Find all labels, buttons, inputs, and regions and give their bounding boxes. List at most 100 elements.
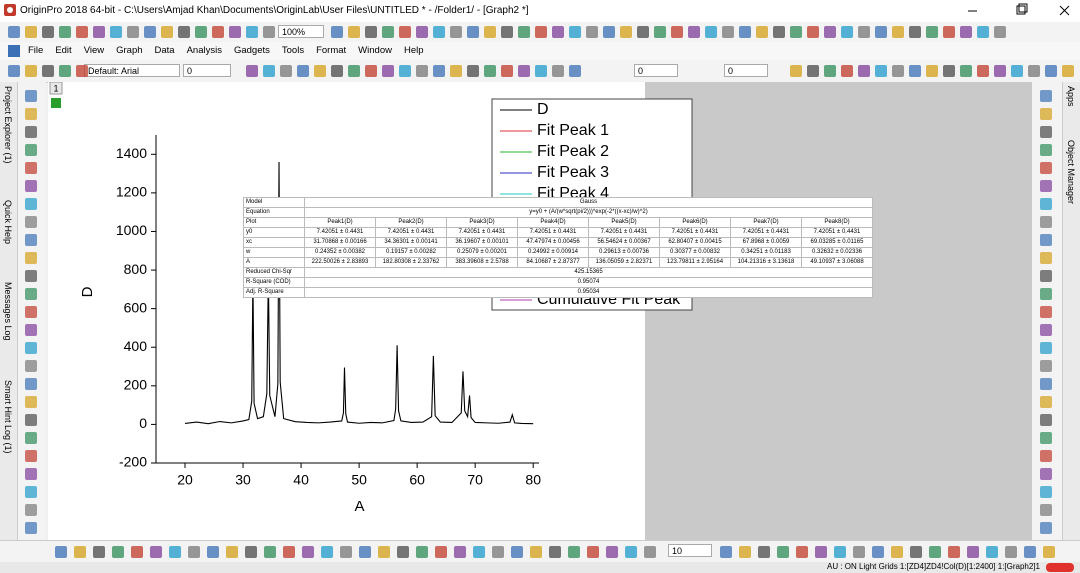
toolbar-button[interactable] (858, 65, 870, 77)
toolbar-button[interactable] (796, 546, 808, 558)
tool-button[interactable] (1040, 270, 1052, 282)
tool-button[interactable] (25, 234, 37, 246)
toolbar-button[interactable] (378, 546, 390, 558)
tool-button[interactable] (25, 288, 37, 300)
toolbar-button[interactable] (150, 546, 162, 558)
toolbar-button[interactable] (739, 26, 751, 38)
tool-button[interactable] (1040, 396, 1052, 408)
menu-item[interactable]: Gadgets (233, 45, 270, 56)
toolbar-button[interactable] (518, 65, 530, 77)
toolbar-button[interactable] (535, 26, 547, 38)
toolbar-button[interactable] (110, 26, 122, 38)
fill-size-combo[interactable]: 0 (724, 64, 768, 77)
toolbar-button[interactable] (552, 65, 564, 77)
toolbar-button[interactable] (943, 65, 955, 77)
toolbar-button[interactable] (25, 65, 37, 77)
toolbar-button[interactable] (399, 65, 411, 77)
tool-button[interactable] (25, 378, 37, 390)
toolbar-button[interactable] (960, 26, 972, 38)
tool-button[interactable] (1040, 468, 1052, 480)
side-tab[interactable]: Messages Log (3, 282, 13, 341)
toolbar-button[interactable] (909, 65, 921, 77)
toolbar-button[interactable] (365, 65, 377, 77)
tool-button[interactable] (1040, 252, 1052, 264)
toolbar-button[interactable] (671, 26, 683, 38)
tool-button[interactable] (1040, 450, 1052, 462)
toolbar-button[interactable] (549, 546, 561, 558)
toolbar-button[interactable] (131, 546, 143, 558)
tool-button[interactable] (25, 126, 37, 138)
layer-icon[interactable] (49, 82, 63, 95)
tool-button[interactable] (1040, 504, 1052, 516)
menu-item[interactable]: Help (403, 45, 424, 56)
toolbar-button[interactable] (892, 26, 904, 38)
toolbar-button[interactable] (1011, 65, 1023, 77)
toolbar-button[interactable] (397, 546, 409, 558)
toolbar-button[interactable] (910, 546, 922, 558)
toolbar-button[interactable] (331, 65, 343, 77)
toolbar-button[interactable] (777, 546, 789, 558)
side-tab[interactable]: Object Manager (1066, 140, 1076, 205)
tool-button[interactable] (1040, 198, 1052, 210)
toolbar-button[interactable] (841, 26, 853, 38)
toolbar-button[interactable] (246, 26, 258, 38)
toolbar-button[interactable] (587, 546, 599, 558)
toolbar-button[interactable] (492, 546, 504, 558)
toolbar-button[interactable] (606, 546, 618, 558)
tool-button[interactable] (1040, 90, 1052, 102)
toolbar-button[interactable] (926, 65, 938, 77)
toolbar-button[interactable] (382, 65, 394, 77)
toolbar-button[interactable] (815, 546, 827, 558)
toolbar-button[interactable] (568, 546, 580, 558)
toolbar-button[interactable] (569, 65, 581, 77)
toolbar-button[interactable] (484, 65, 496, 77)
toolbar-button[interactable] (841, 65, 853, 77)
bottom-zoom-combo[interactable]: 10 (668, 544, 712, 557)
toolbar-button[interactable] (1005, 546, 1017, 558)
zoom-combo[interactable]: 100% (278, 25, 324, 38)
toolbar-button[interactable] (644, 546, 656, 558)
toolbar-button[interactable] (229, 26, 241, 38)
toolbar-button[interactable] (960, 65, 972, 77)
tool-button[interactable] (25, 522, 37, 534)
toolbar-button[interactable] (518, 26, 530, 38)
tool-button[interactable] (1040, 486, 1052, 498)
toolbar-button[interactable] (74, 546, 86, 558)
tool-button[interactable] (25, 396, 37, 408)
tool-button[interactable] (1040, 432, 1052, 444)
toolbar-button[interactable] (25, 26, 37, 38)
toolbar-button[interactable] (853, 546, 865, 558)
toolbar-button[interactable] (1043, 546, 1055, 558)
toolbar-button[interactable] (720, 546, 732, 558)
toolbar-button[interactable] (359, 546, 371, 558)
tool-button[interactable] (1040, 108, 1052, 120)
toolbar-button[interactable] (986, 546, 998, 558)
toolbar-button[interactable] (501, 65, 513, 77)
toolbar-button[interactable] (59, 65, 71, 77)
toolbar-button[interactable] (280, 65, 292, 77)
toolbar-button[interactable] (892, 65, 904, 77)
toolbar-button[interactable] (511, 546, 523, 558)
toolbar-button[interactable] (8, 26, 20, 38)
toolbar-button[interactable] (530, 546, 542, 558)
toolbar-button[interactable] (790, 26, 802, 38)
toolbar-button[interactable] (433, 26, 445, 38)
toolbar-button[interactable] (807, 26, 819, 38)
tool-button[interactable] (25, 468, 37, 480)
toolbar-button[interactable] (340, 546, 352, 558)
toolbar-button[interactable] (321, 546, 333, 558)
menu-item[interactable]: Tools (281, 45, 305, 56)
toolbar-button[interactable] (42, 26, 54, 38)
toolbar-button[interactable] (872, 546, 884, 558)
tool-button[interactable] (25, 342, 37, 354)
menu-item[interactable]: Format (316, 45, 347, 56)
tool-button[interactable] (25, 252, 37, 264)
toolbar-button[interactable] (722, 26, 734, 38)
toolbar-button[interactable] (226, 546, 238, 558)
toolbar-button[interactable] (484, 26, 496, 38)
toolbar-button[interactable] (188, 546, 200, 558)
menu-item[interactable]: Graph (116, 45, 143, 56)
toolbar-button[interactable] (283, 546, 295, 558)
toolbar-button[interactable] (773, 26, 785, 38)
side-tab[interactable]: Project Explorer (1) (3, 86, 13, 164)
